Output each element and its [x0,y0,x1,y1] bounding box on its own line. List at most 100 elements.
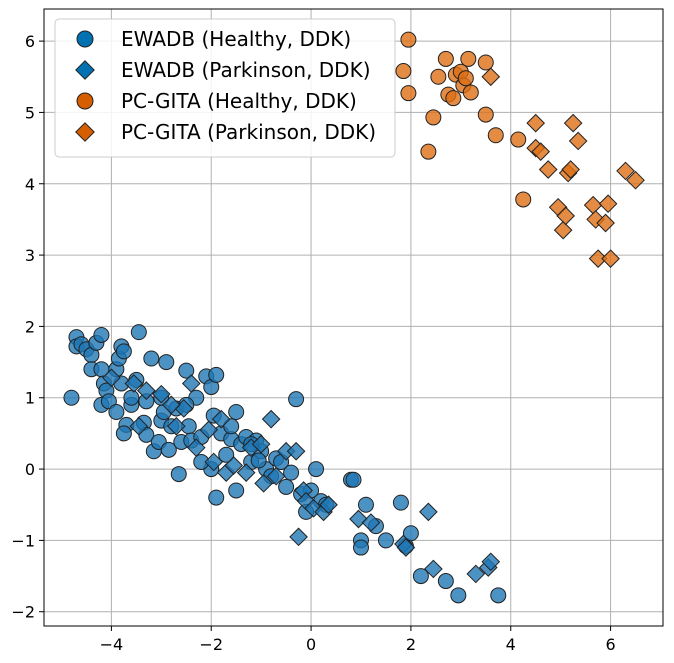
diamond-point [251,434,271,454]
x-tick-label: 6 [605,635,615,654]
legend-circle-marker [76,92,94,110]
x-tick-label: 4 [506,635,516,654]
circle-point [158,354,175,371]
circle-point [223,418,240,435]
diamond-point [626,170,645,190]
circle-point [228,482,245,499]
diamond-point [204,452,224,472]
diamond-point [596,213,615,233]
circle-point [288,391,305,408]
circle-point [477,54,494,71]
diamond-point [236,463,256,482]
diamond-point [561,160,580,179]
circle-point [283,464,300,481]
diamond-point [424,559,443,579]
legend-circle-marker [76,30,94,48]
diamond-point [129,416,149,436]
series-0-points [63,324,507,604]
circle-point [352,539,369,556]
diamond-point [531,142,551,161]
diamond-point [186,438,206,458]
diamond-point [137,381,156,400]
axis-ticks: −4 −2 0 2 4 6 −2 −1 0 1 2 3 4 5 6 [11,32,615,654]
diamond-point [563,113,583,133]
circle-point [400,31,417,48]
y-tick-label: 1 [25,389,35,408]
diamond-point [319,495,338,515]
diamond-point [538,160,558,179]
diamond-point [166,416,186,436]
diamond-point [151,384,171,404]
circle-point [278,478,295,495]
diamond-point [419,502,438,522]
diamond-point [396,538,416,557]
legend-diamond-marker [75,122,95,142]
y-tick-label: −2 [11,603,35,622]
x-tick-label: −2 [199,635,223,654]
circle-point [420,143,437,160]
y-tick-label: 3 [25,246,35,265]
diamond-point [568,131,588,151]
diamond-point [601,249,620,268]
diamond-point [588,249,608,268]
plot-area-frame [43,8,664,627]
y-tick-label: 5 [25,103,35,122]
diamond-point [361,513,381,532]
circle-point [250,452,267,469]
diamond-point [261,409,281,429]
circle-point [170,466,187,483]
circle-point [402,525,419,542]
circle-point [143,350,160,367]
circle-point [130,324,147,341]
diamond-point [289,527,308,547]
circle-point [108,404,125,421]
legend-label: EWADB (Parkinson, DDK) [121,58,371,82]
circle-point [487,127,504,144]
circle-point [412,568,429,585]
y-tick-label: 4 [25,175,35,194]
diamond-point [181,374,201,393]
circle-point [377,532,394,549]
x-tick-label: 2 [406,635,416,654]
circle-point [160,441,177,458]
circle-point [208,489,225,506]
diamond-point [211,409,231,429]
circle-point [345,471,362,488]
legend-label: PC-GITA (Parkinson, DDK) [121,120,376,144]
circle-point [123,389,140,406]
series-3-points [481,67,645,268]
circle-point [115,343,132,360]
diamond-point [553,220,573,240]
x-tick-label: 0 [306,635,316,654]
circle-point [178,362,195,379]
circle-point [437,573,454,590]
y-tick-label: −1 [11,531,35,550]
circle-point [392,494,409,511]
diamond-point [556,206,575,226]
diamond-point [583,195,603,215]
circle-point [208,366,225,383]
legend-box [54,18,396,158]
x-tick-label: −4 [100,635,124,654]
series-2-points [395,31,532,208]
diamond-point [266,466,286,486]
circle-point [430,68,447,85]
diamond-point [481,67,501,87]
circle-point [308,461,325,478]
circle-point [63,389,80,406]
circle-point [425,109,442,126]
diamond-point [124,374,144,393]
diamond-point [616,161,635,181]
circle-point [115,425,132,442]
diamond-point [161,395,181,415]
circle-point [218,446,235,463]
circle-point [445,90,462,107]
diamond-point [102,368,121,388]
data-points [63,31,645,604]
diamond-point [254,474,273,493]
circle-point [228,404,245,421]
diamond-point [526,113,546,133]
circle-point [510,131,527,148]
circle-point [462,84,479,101]
